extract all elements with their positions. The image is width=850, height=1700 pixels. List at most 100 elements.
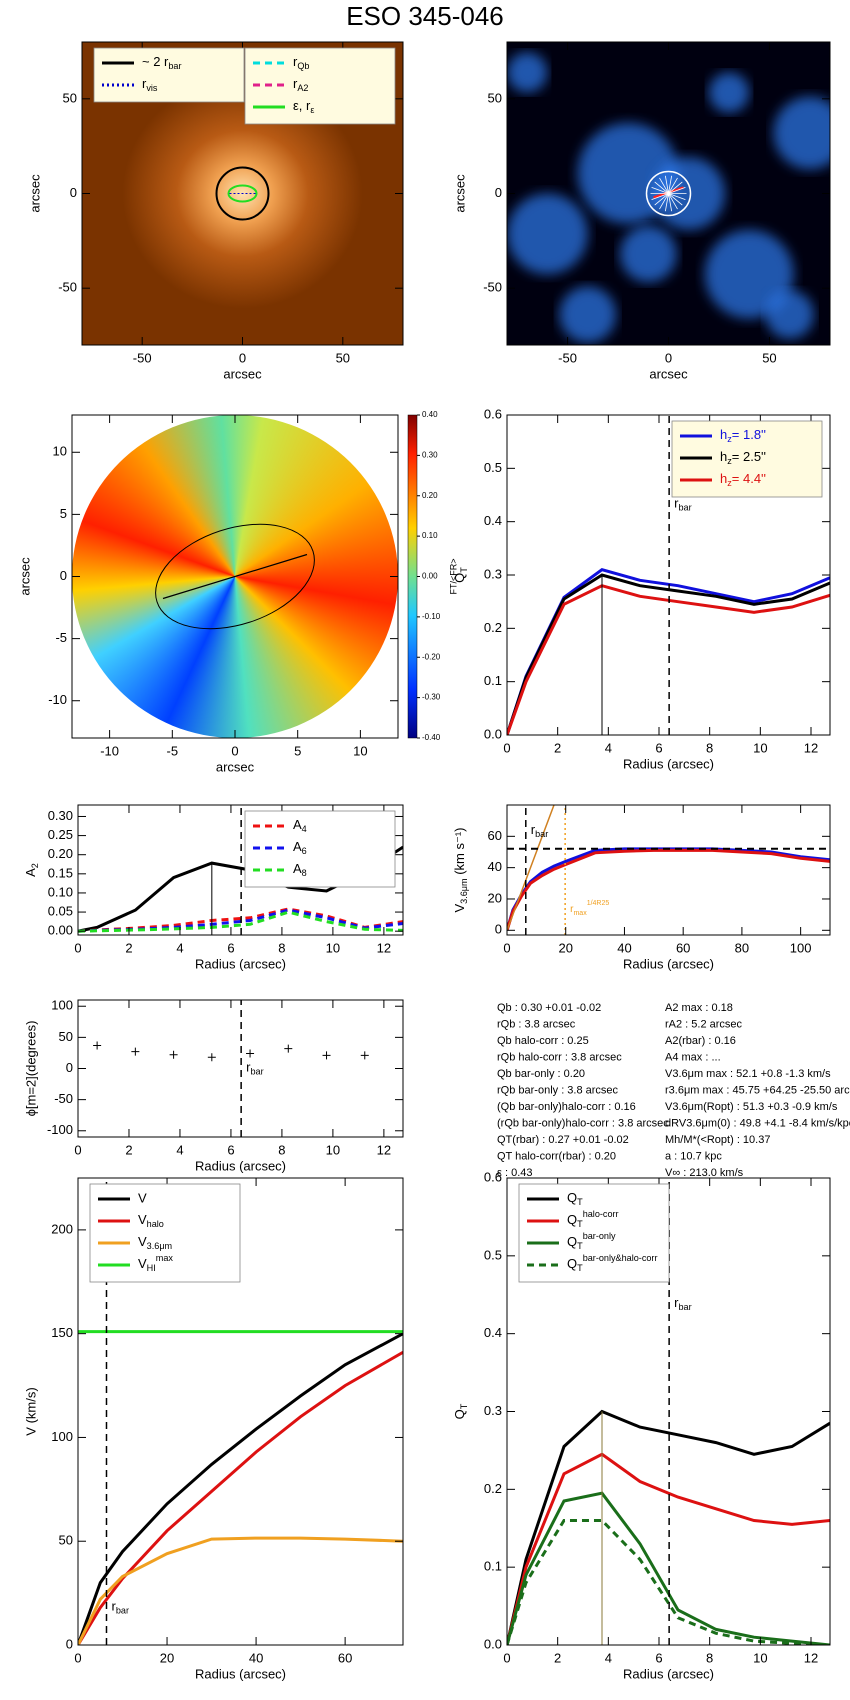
x-tick-label: 5: [294, 743, 301, 758]
y-tick-label: 100: [51, 998, 73, 1013]
legend-label: ~ 2 rbar: [142, 54, 182, 71]
x-tick-label: 8: [278, 1142, 285, 1157]
panel: rbar 0 2 4 6 8 10 12 0.0 0.1 0.2 0.3 0.4 0.5 0.6 Radius…: [452, 406, 831, 771]
parameter-line: Qb halo-corr : 0.25: [497, 1035, 589, 1047]
y-tick-label: 0: [495, 922, 502, 937]
x-tick-label: -10: [100, 743, 119, 758]
label-part: bar: [116, 1606, 129, 1616]
legend-label: rvis: [142, 76, 158, 93]
panel: rbar 0 2 4 6 8 10 12 0.0 0.1 0.2 0.3 0.4 0.5 0.6 Radius…: [452, 1169, 831, 1681]
label-part: 1/4R25: [587, 900, 610, 907]
x-tick-label: 12: [377, 940, 391, 955]
parameter-line: A4 max : ...: [665, 1051, 721, 1063]
y-tick-label: 20: [488, 890, 502, 905]
label-part: bar-only&halo-corr: [583, 1253, 658, 1263]
label-part: = 2.5'': [732, 449, 766, 464]
series-line: [507, 573, 830, 735]
parameter-line: A2(rbar) : 0.16: [665, 1035, 736, 1047]
label-part: r: [293, 54, 298, 69]
label-part: 3.6μm: [459, 878, 469, 903]
label-part: vis: [146, 83, 158, 93]
y-axis-label: V (km/s): [23, 1387, 38, 1435]
y-tick-label: 0.5: [484, 1247, 502, 1262]
y-axis-label: ϕ[m=2](degrees): [23, 1021, 38, 1117]
x-tick-label: 6: [227, 940, 234, 955]
y-tick-label: 0.30: [48, 808, 73, 823]
x-tick-label: 20: [160, 1650, 174, 1665]
plot-area: [507, 415, 830, 735]
label-part: ε: [310, 105, 314, 115]
parameter-line: Qb : 0.30 +0.01 -0.02: [497, 1002, 601, 1014]
label-part: z: [727, 478, 732, 488]
label-part: r: [111, 1599, 116, 1614]
panel: -50 0 50 -50 0 50 arcsec arcsec: [452, 41, 831, 381]
series-line: [78, 1332, 403, 1645]
emission-blob: [507, 193, 588, 275]
x-tick-label: 100: [790, 940, 812, 955]
y-tick-label: 0.3: [484, 566, 502, 581]
label-part: Q: [567, 1256, 577, 1271]
x-tick-label: 6: [655, 1650, 662, 1665]
colorbar-tick-label: 0.20: [422, 491, 438, 500]
label-part: h: [720, 471, 727, 486]
y-tick-label: 0: [70, 185, 77, 200]
label-part: bar: [535, 829, 548, 839]
label-part: Q: [452, 1409, 467, 1419]
label-part: ~ 2 r: [142, 54, 169, 69]
series-line: [507, 584, 830, 735]
y-tick-label: -50: [54, 1091, 73, 1106]
parameter-line: A2 max : 0.18: [665, 1002, 733, 1014]
x-tick-label: -50: [558, 350, 577, 365]
y-tick-label: 0.6: [484, 1169, 502, 1184]
panel: 0.40 0.30 0.20 0.10 0.00 -0.10 -0.20 -0.30 -0.40…: [17, 410, 458, 774]
emission-blob: [708, 72, 750, 113]
label-part: T: [577, 1219, 583, 1229]
legend-label: A4: [293, 817, 307, 834]
label-part: V: [138, 1212, 147, 1227]
x-tick-label: 6: [227, 1142, 234, 1157]
x-tick-label: -50: [133, 350, 152, 365]
parameter-line: (rQb bar-only)halo-corr : 3.8 arcsec: [497, 1117, 669, 1129]
axes-frame: [77, 999, 404, 1138]
panel: rbar 0 2 4 6 8 10 12 -100 -50 0 50 100 Radius (arcsec…: [23, 998, 404, 1173]
parameter-line: rQb halo-corr : 3.8 arcsec: [497, 1051, 622, 1063]
axes-frame: [77, 1177, 404, 1646]
emission-blob: [559, 286, 617, 343]
y-tick-label: 5: [60, 506, 67, 521]
series-line: [507, 848, 830, 931]
legend-label: hz= 2.5'': [720, 449, 766, 466]
x-tick-label: 8: [706, 1650, 713, 1665]
x-tick-label: 4: [176, 940, 183, 955]
parameter-line: Mh/M*(<Ropt) : 10.37: [665, 1134, 770, 1146]
panel: rbar 0 20 40 60 0 50 100 150 200 Radius (arcsec) V …: [23, 1177, 404, 1681]
label-part: r: [293, 76, 298, 91]
y-axis-label: QT: [452, 1403, 469, 1419]
label-part: Q: [452, 573, 467, 583]
legend-label: ε, rε: [293, 98, 314, 115]
x-axis-label: Radius (arcsec): [623, 1666, 714, 1681]
y-axis-label: A2: [23, 863, 40, 877]
label-part: Q: [567, 1234, 577, 1249]
plot-area: [507, 42, 830, 345]
x-tick-label: 0: [503, 740, 510, 755]
colorbar-tick-label: -0.20: [422, 652, 441, 661]
label-part: r: [674, 496, 679, 511]
x-tick-label: 2: [554, 1650, 561, 1665]
label-part: T: [459, 1403, 469, 1409]
legend-label: QT: [567, 1190, 583, 1207]
x-tick-label: 60: [338, 1650, 352, 1665]
x-tick-label: 50: [762, 350, 776, 365]
colorbar-tick-label: 0.10: [422, 531, 438, 540]
y-axis-label: arcsec: [27, 174, 42, 213]
x-tick-label: 4: [605, 740, 612, 755]
parameter-line: rQb : 3.8 arcsec: [497, 1018, 576, 1030]
label-part: h: [720, 427, 727, 442]
y-tick-label: 0: [66, 1060, 73, 1075]
series-line: [507, 847, 830, 931]
label-part: (km s⁻¹): [452, 827, 467, 878]
y-axis-label: V3.6μm (km s⁻¹): [452, 827, 469, 912]
legend-label: VHImax: [138, 1253, 173, 1273]
series-line: [507, 1452, 830, 1645]
label-part: HI: [147, 1263, 156, 1273]
x-axis-label: Radius (arcsec): [195, 1158, 286, 1173]
